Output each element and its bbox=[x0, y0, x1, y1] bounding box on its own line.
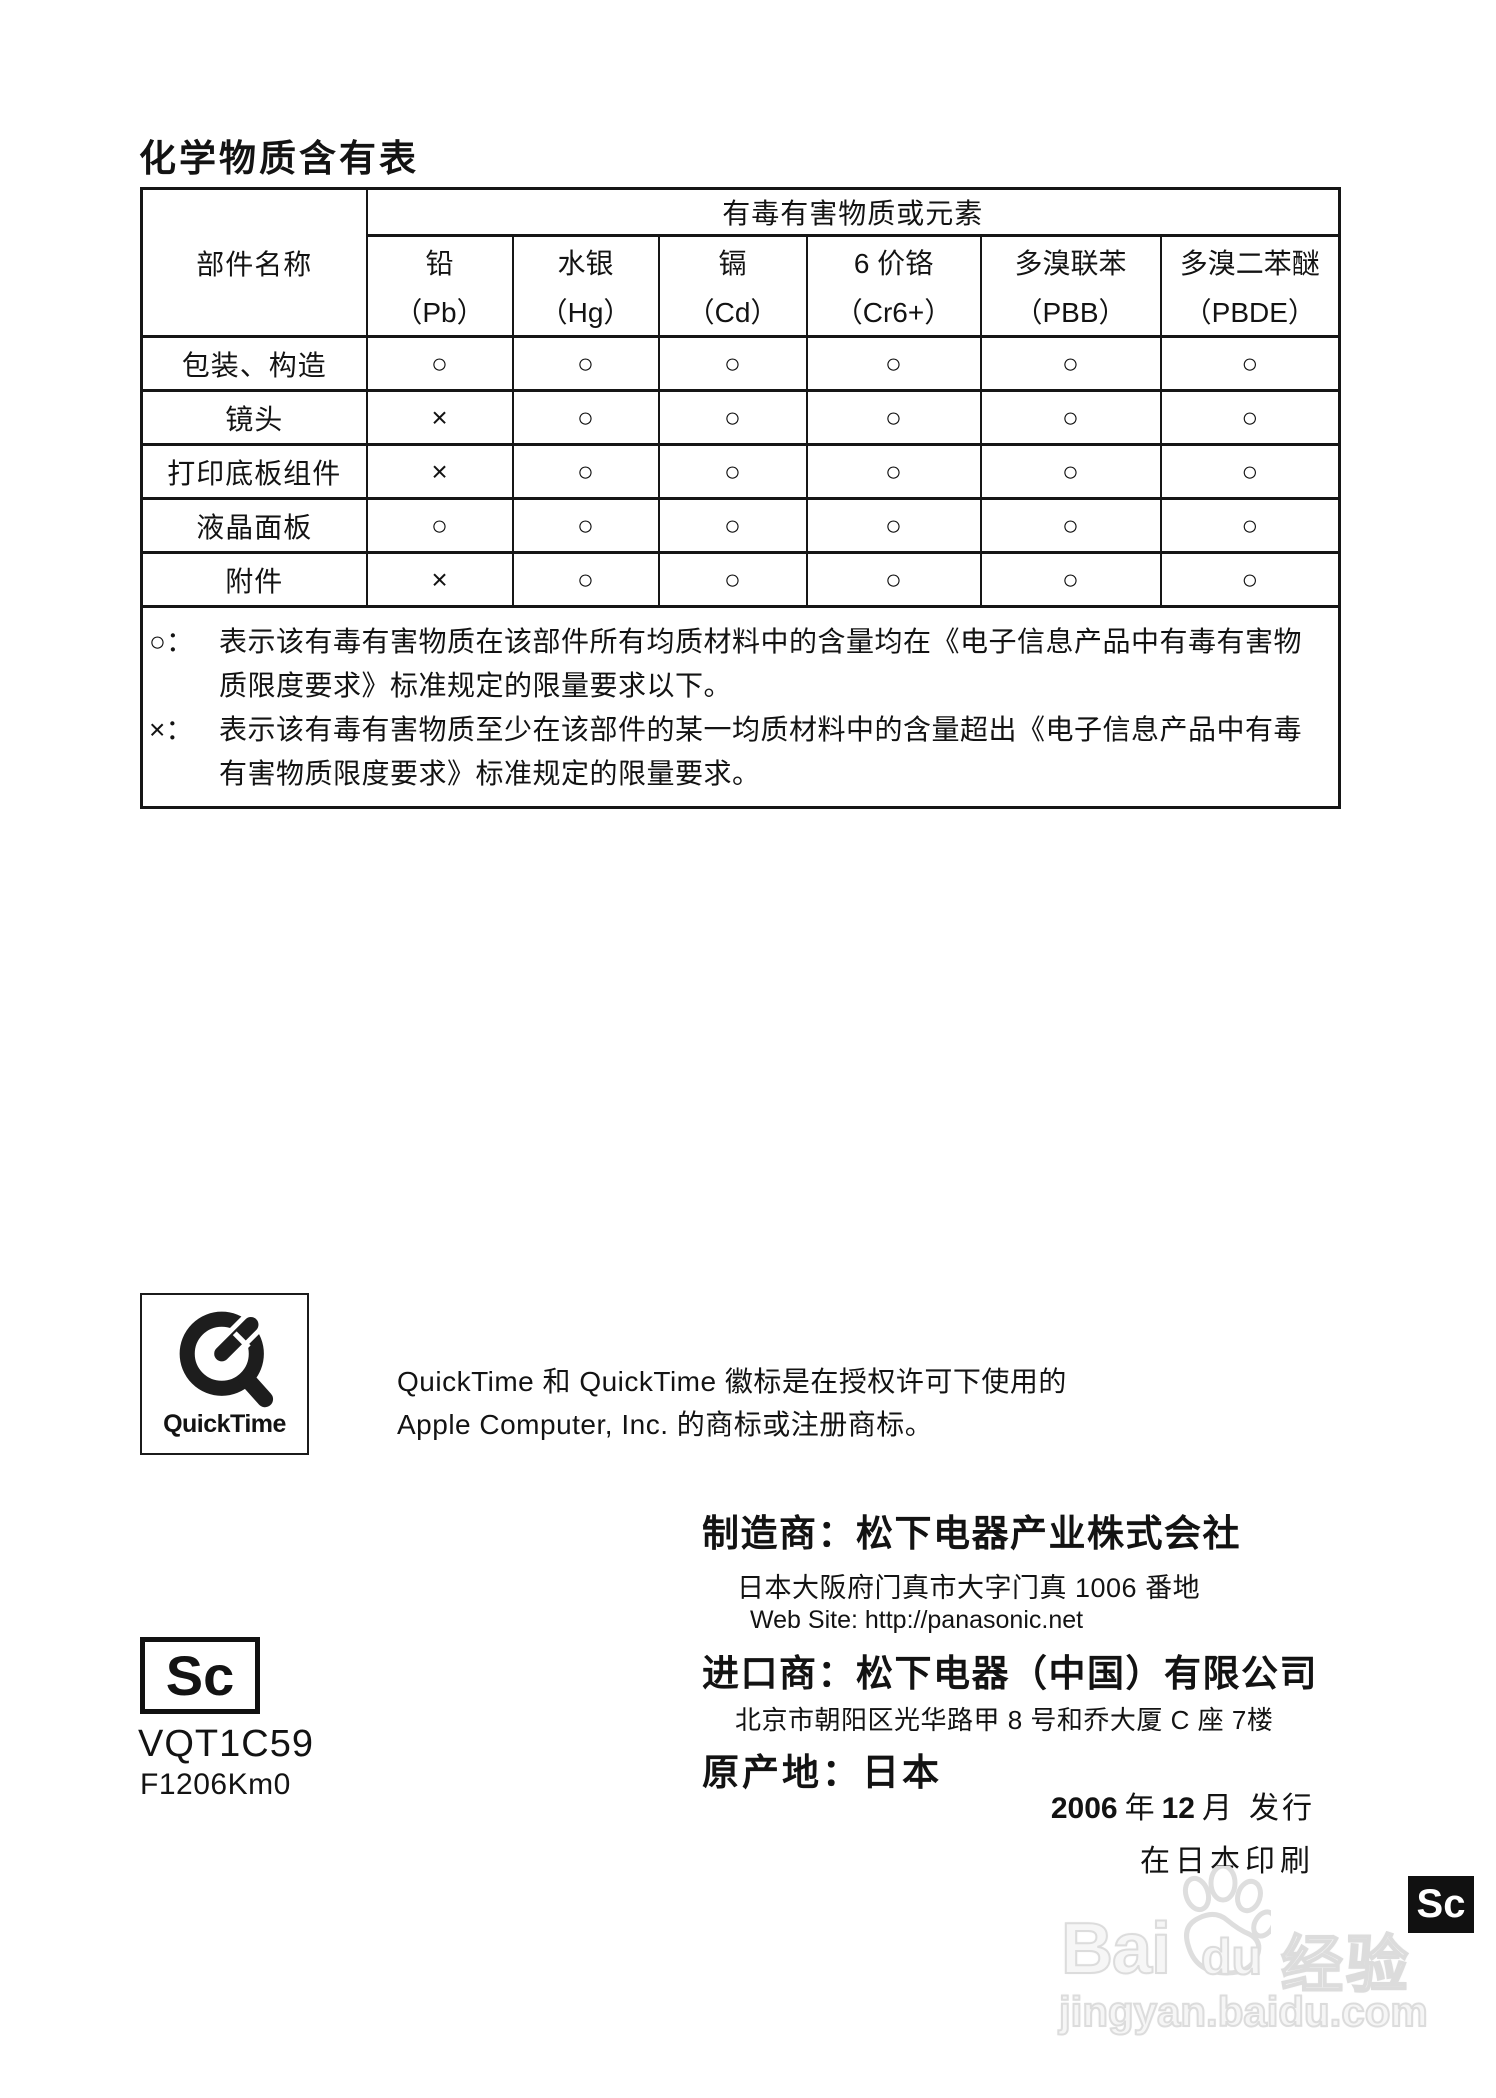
column-header-pbde: 多溴二苯醚 （PBDE） bbox=[1159, 234, 1341, 338]
value-cell: ○ bbox=[1159, 443, 1341, 500]
value-cell: ○ bbox=[805, 443, 982, 500]
table-row: 部件名称 有毒有害物质或元素 bbox=[140, 187, 1341, 338]
part-name-cell: 镜头 bbox=[140, 389, 368, 446]
column-header-pbb: 多溴联苯 （PBB） bbox=[979, 234, 1162, 338]
page-title: 化学物质含有表 bbox=[139, 138, 419, 179]
table-header-row: 铅（Pb） 水银 （Hg） 镉（Cd） 6 价铬 （Cr6+） 多溴联苯 （PBB） … bbox=[142, 234, 1341, 338]
value-cell: ○ bbox=[805, 497, 982, 554]
value-cell: ○ bbox=[511, 551, 660, 608]
footnote-circle: ○： 表示该有毒有害物质在该部件所有均质材料中的含量均在《电子信息产品中有毒有害… bbox=[149, 620, 1322, 708]
value-cell: ○ bbox=[511, 335, 660, 392]
value-cell: ○ bbox=[365, 497, 514, 554]
sc-mark-box: Sc bbox=[140, 1637, 260, 1714]
table-row: ○： 表示该有毒有害物质在该部件所有均质材料中的含量均在《电子信息产品中有毒有害… bbox=[140, 605, 1341, 809]
footnote-cross: ×： 表示该有毒有害物质至少在该部件的某一均质材料中的含量超出《电子信息产品中有… bbox=[149, 708, 1322, 796]
watermark-brand-left: Bai bbox=[1060, 1908, 1172, 1990]
value-cell: × bbox=[365, 551, 514, 608]
print-code: F1206Km0 bbox=[140, 1768, 291, 1801]
value-cell: ○ bbox=[805, 551, 982, 608]
issue-year-unit: 年 bbox=[1124, 1792, 1155, 1825]
footnote-circle-text: 表示该有毒有害物质在该部件所有均质材料中的含量均在《电子信息产品中有毒有害物质限… bbox=[219, 626, 1303, 701]
table-row: 液晶面板 ○ ○ ○ ○ ○ ○ bbox=[140, 497, 1341, 554]
table-row: 包装、构造 ○ ○ ○ ○ ○ ○ bbox=[140, 335, 1341, 392]
footnote-circle-symbol: ○： bbox=[149, 626, 194, 657]
substances-group-header: 有毒有害物质或元素 bbox=[365, 187, 1341, 237]
value-cell: ○ bbox=[1159, 335, 1341, 392]
column-header-cr6: 6 价铬 （Cr6+） bbox=[805, 234, 982, 338]
value-cell: ○ bbox=[1159, 389, 1341, 446]
value-cell: ○ bbox=[365, 335, 514, 392]
part-name-cell: 附件 bbox=[140, 551, 368, 608]
importer-line: 进口商：松下电器（中国）有限公司 bbox=[702, 1653, 1318, 1694]
rohs-table: 部件名称 有毒有害物质或元素 铅（Pb） 水银 （Hg） 镉（Cd） 6 价铬 （C… bbox=[140, 187, 1342, 809]
sc-badge-label: Sc bbox=[1416, 1882, 1466, 1926]
value-cell: ○ bbox=[511, 443, 660, 500]
value-cell: ○ bbox=[979, 335, 1162, 392]
value-cell: ○ bbox=[657, 443, 808, 500]
value-cell: ○ bbox=[979, 551, 1162, 608]
quicktime-trademark-line1: QuickTime 和 QuickTime 徽标是在授权许可下使用的 bbox=[397, 1366, 1067, 1397]
footnote-cell: ○： 表示该有毒有害物质在该部件所有均质材料中的含量均在《电子信息产品中有毒有害… bbox=[140, 605, 1341, 809]
manufacturer-address: 日本大阪府门真市大字门真 1006 番地 bbox=[737, 1573, 1201, 1603]
importer-address: 北京市朝阳区光华路甲 8 号和乔大厦 C 座 7楼 bbox=[735, 1705, 1274, 1735]
paw-icon bbox=[1182, 1866, 1271, 1976]
issue-month-unit: 月 bbox=[1202, 1792, 1232, 1825]
issue-month: 12 bbox=[1161, 1792, 1195, 1825]
value-cell: ○ bbox=[657, 551, 808, 608]
quicktime-trademark-text: QuickTime 和 QuickTime 徽标是在授权许可下使用的 Apple… bbox=[397, 1360, 1067, 1446]
quicktime-trademark-line2: Apple Computer, Inc. 的商标或注册商标。 bbox=[397, 1409, 934, 1440]
value-cell: ○ bbox=[979, 497, 1162, 554]
value-cell: ○ bbox=[805, 389, 982, 446]
footnote-cross-symbol: ×： bbox=[149, 714, 194, 745]
value-cell: ○ bbox=[1159, 497, 1341, 554]
value-cell: ○ bbox=[979, 443, 1162, 500]
origin-line: 原产地：日本 bbox=[702, 1752, 942, 1793]
table-row: 打印底板组件 × ○ ○ ○ ○ ○ bbox=[140, 443, 1341, 500]
quicktime-logo-box: QuickTime bbox=[140, 1293, 309, 1455]
quicktime-q-icon bbox=[179, 1306, 273, 1408]
baidu-watermark: Bai du 经验 jingyan.baidu.com bbox=[1055, 1866, 1435, 2056]
footnote-cross-text: 表示该有毒有害物质至少在该部件的某一均质材料中的含量超出《电子信息产品中有毒有害… bbox=[219, 714, 1303, 789]
watermark-brand-right: du bbox=[1200, 1928, 1263, 1986]
model-code: VQT1C59 bbox=[138, 1723, 314, 1765]
manufacturer-line: 制造商：松下电器产业株式会社 bbox=[702, 1513, 1241, 1554]
column-header-pb: 铅（Pb） bbox=[365, 234, 514, 338]
value-cell: ○ bbox=[1159, 551, 1341, 608]
quicktime-logo-label: QuickTime bbox=[163, 1410, 286, 1438]
website-line: Web Site: http://panasonic.net bbox=[750, 1606, 1084, 1634]
issue-suffix: 发行 bbox=[1249, 1792, 1315, 1825]
part-name-cell: 打印底板组件 bbox=[140, 443, 368, 500]
value-cell: ○ bbox=[511, 389, 660, 446]
value-cell: ○ bbox=[657, 497, 808, 554]
part-name-cell: 包装、构造 bbox=[140, 335, 368, 392]
part-name-cell: 液晶面板 bbox=[140, 497, 368, 554]
value-cell: ○ bbox=[657, 335, 808, 392]
sc-mark-label: Sc bbox=[165, 1644, 235, 1707]
table-corner-header: 部件名称 bbox=[140, 187, 368, 338]
value-cell: ○ bbox=[511, 497, 660, 554]
issue-date: 2006 年 12 月发行 bbox=[1051, 1783, 1315, 1827]
table-row: 镜头 × ○ ○ ○ ○ ○ bbox=[140, 389, 1341, 446]
watermark-url: jingyan.baidu.com bbox=[1058, 1987, 1429, 2036]
value-cell: ○ bbox=[657, 389, 808, 446]
value-cell: ○ bbox=[805, 335, 982, 392]
watermark-brand-cn: 经验 bbox=[1280, 1930, 1412, 2001]
value-cell: ○ bbox=[979, 389, 1162, 446]
sc-badge: Sc bbox=[1408, 1876, 1474, 1933]
value-cell: × bbox=[365, 443, 514, 500]
column-header-hg: 水银 （Hg） bbox=[511, 234, 660, 338]
issue-year: 2006 bbox=[1050, 1792, 1118, 1825]
value-cell: × bbox=[365, 389, 514, 446]
column-header-cd: 镉（Cd） bbox=[657, 234, 808, 338]
table-row: 附件 × ○ ○ ○ ○ ○ bbox=[140, 551, 1341, 608]
